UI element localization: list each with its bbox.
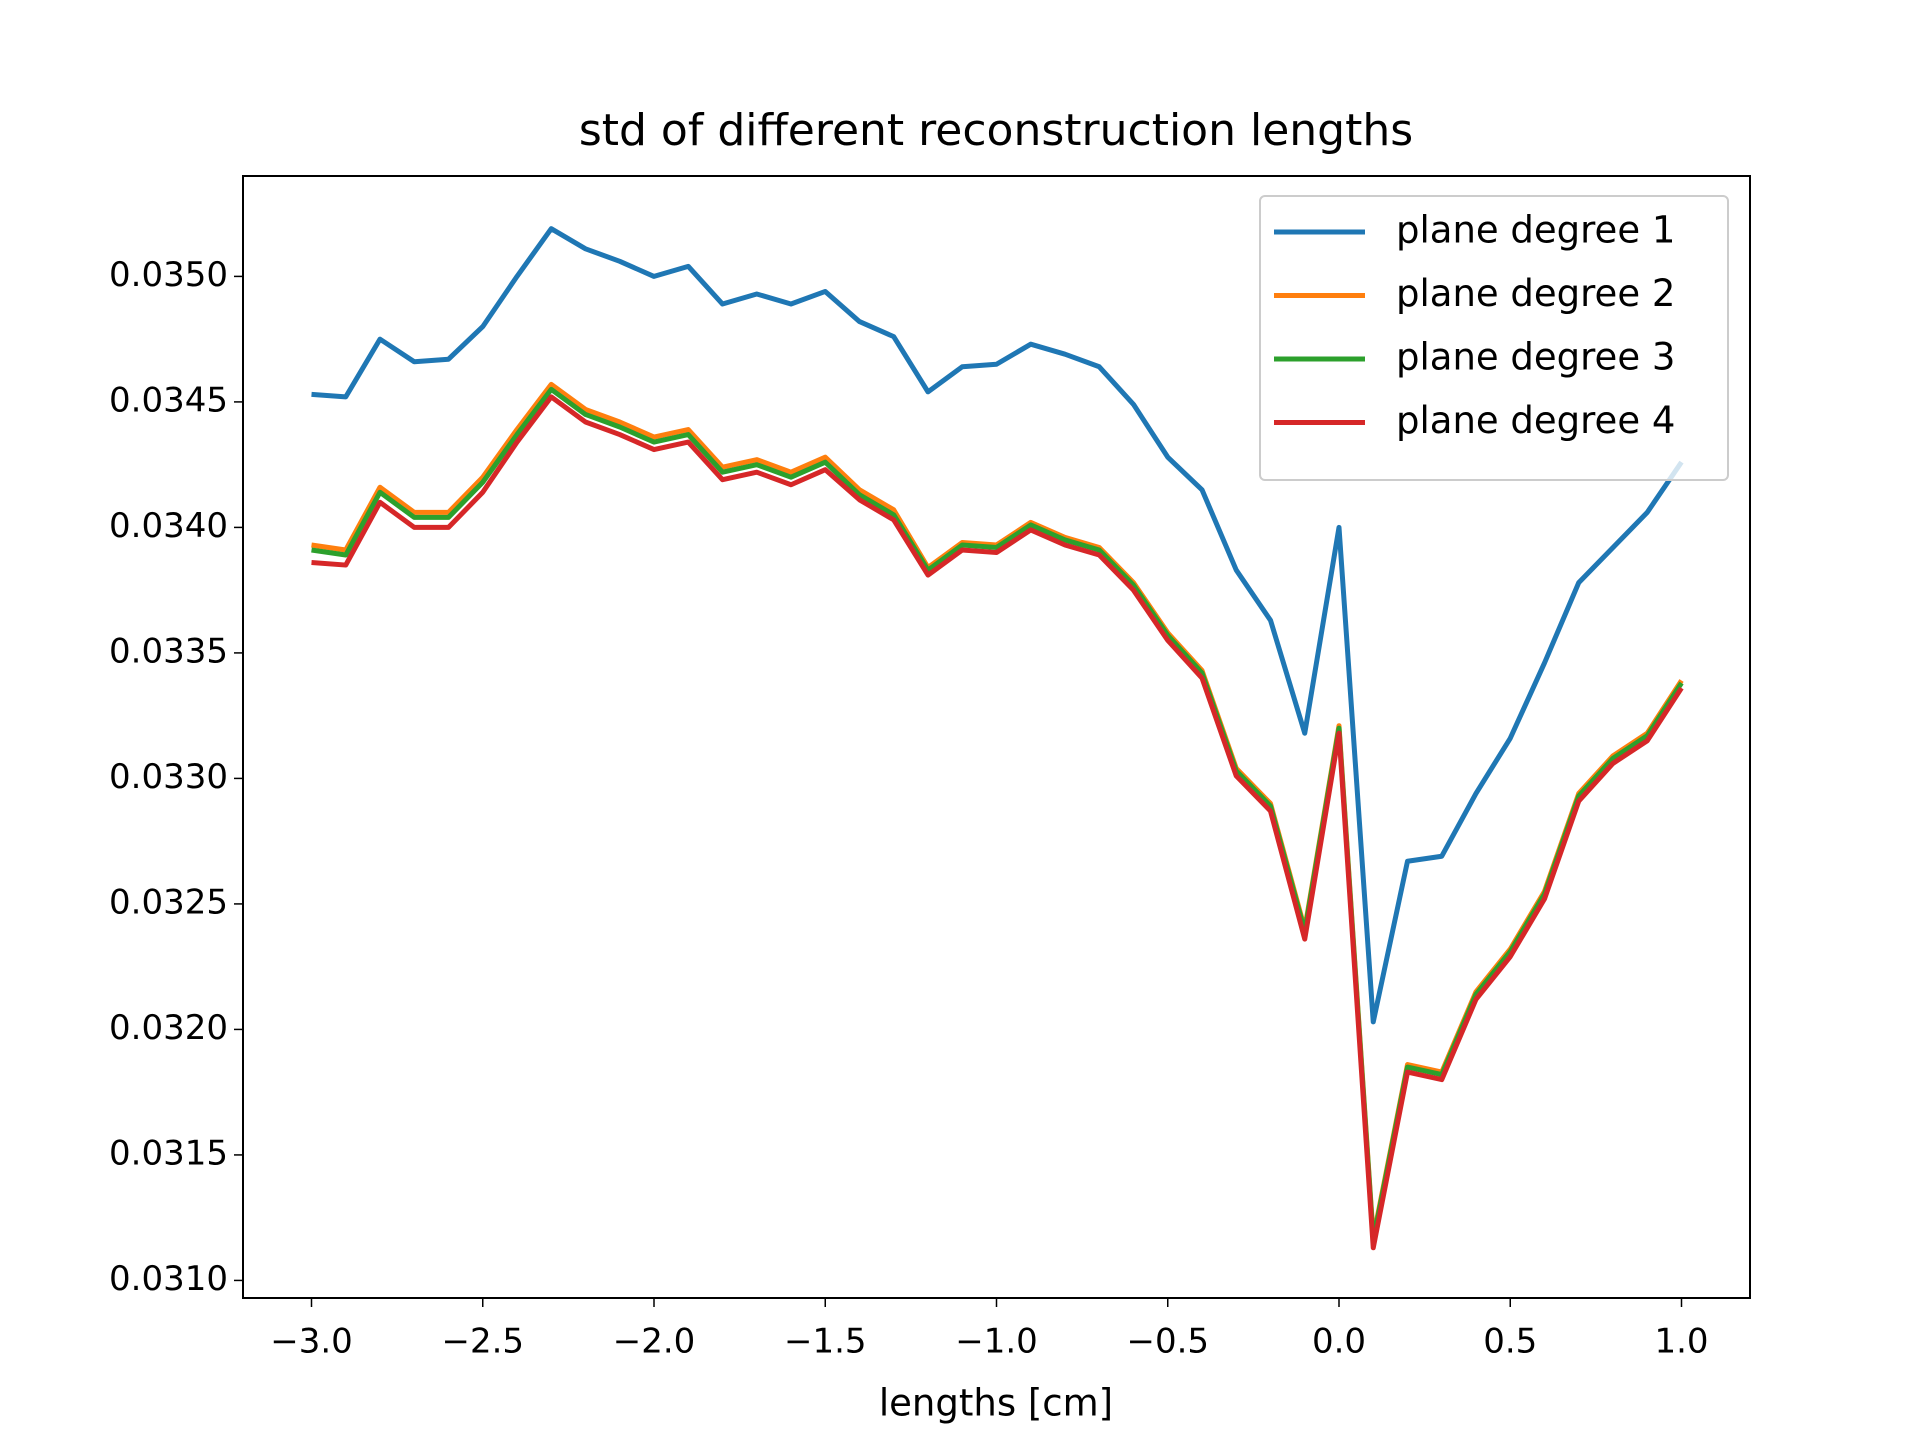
legend-label: plane degree 1: [1396, 209, 1675, 252]
y-tick-label: 0.0330: [109, 757, 228, 797]
x-tick-label: −1.5: [784, 1322, 867, 1362]
x-tick-label: 1.0: [1654, 1322, 1708, 1362]
x-axis-label: lengths [cm]: [879, 1382, 1113, 1425]
legend-box: [1259, 195, 1729, 481]
x-tick-label: 0.0: [1312, 1322, 1366, 1362]
x-tick-label: −1.0: [955, 1322, 1038, 1362]
legend-label: plane degree 3: [1396, 336, 1675, 379]
y-tick-label: 0.0325: [109, 882, 228, 922]
x-tick-label: −0.5: [1126, 1322, 1209, 1362]
x-tick-label: −2.0: [613, 1322, 696, 1362]
y-tick-label: 0.0340: [109, 506, 228, 546]
x-tick-label: −2.5: [441, 1322, 524, 1362]
y-tick-label: 0.0315: [109, 1133, 228, 1173]
x-tick-label: −3.0: [270, 1322, 353, 1362]
legend-label: plane degree 4: [1396, 399, 1675, 442]
series-line: [311, 226, 1684, 1025]
y-tick-label: 0.0350: [109, 255, 228, 295]
series-line: [311, 386, 1684, 1243]
y-tick-label: 0.0320: [109, 1008, 228, 1048]
plot-frame: [242, 175, 1751, 1299]
legend-label: plane degree 2: [1396, 272, 1675, 315]
series-line: [311, 394, 1684, 1251]
chart-title: std of different reconstruction lengths: [579, 105, 1413, 156]
y-tick-label: 0.0335: [109, 631, 228, 671]
y-tick-label: 0.0310: [109, 1259, 228, 1299]
y-tick-label: 0.0345: [109, 380, 228, 420]
x-tick-label: 0.5: [1483, 1322, 1537, 1362]
series-line: [311, 381, 1684, 1241]
